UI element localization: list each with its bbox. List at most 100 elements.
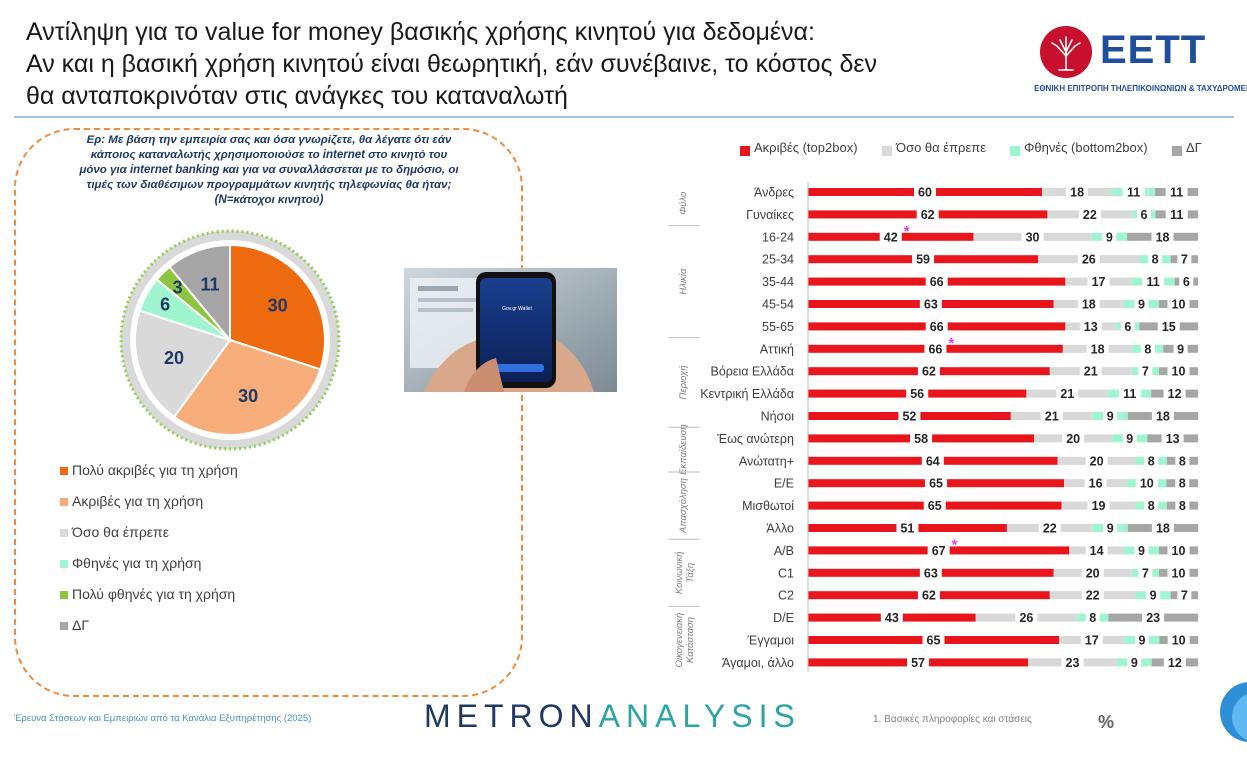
bar-row-label: C2 [778,589,794,603]
bar-value-label: 9 [1107,522,1114,536]
bar-value-label: 11 [1170,186,1183,200]
bar-row-d-e: D/E 43 26 8 23 [773,610,1198,625]
bar-row-άλλο: Άλλο 51 22 9 18 [766,521,1198,536]
bar-value-bg [914,185,936,199]
bar-value-label: 18 [1156,410,1170,424]
bar-row-αττική: Αττική 66 * 18 8 9 [760,335,1198,356]
bar-row-label: D/E [773,611,794,625]
bar-value-label: 26 [1082,253,1096,267]
bar-row-ε-ε: Ε/Ε 65 16 10 8 [774,476,1198,491]
bar-row-label: Ανώτατη+ [739,454,794,468]
bar-value-label: 9 [1150,589,1157,603]
bar-value-label: 56 [910,387,924,401]
bar-value-bg [1175,476,1190,491]
title-line-1: Αντίληψη για το value for money βασικής … [26,18,815,46]
pie-legend-label-4: Πολύ φθηνές για τη χρήση [72,586,236,602]
bar-value-label: 63 [924,298,938,312]
bar-value-label: 57 [911,656,925,670]
bar-row-label: Άνδρες [754,186,794,200]
bar-value-label: 42 [884,230,898,244]
bar-row-label: Νήσοι [761,410,795,424]
bar-row-label: 35-44 [762,275,794,289]
bar-value-bg [910,431,933,446]
bar-value-label: 14 [1090,544,1104,558]
bar-row-label: 16-24 [762,230,794,244]
bar-row-label: Αττική [760,342,794,356]
bar-value-bg [1120,319,1135,334]
bar-value-label: 7 [1181,253,1188,267]
bar-row-μισθωτοί: Μισθωτοί 65 19 8 8 [742,498,1198,513]
bar-row-55-65: 55-65 66 13 6 15 [762,319,1198,334]
slide-title: Αντίληψη για το value for money βασικής … [26,16,986,112]
eett-logo-text: ΕΕΤΤ [1100,28,1207,72]
bar-value-label: 62 [921,208,935,222]
bar-value-bg [1079,364,1102,379]
bar-value-bg [1165,207,1188,222]
bar-group-label-0: Φύλο [678,192,689,215]
bar-value-label: 59 [916,253,930,267]
bar-row-25-34: 25-34 59 26 8 7 [762,252,1198,267]
bar-row-label: Ε/Ε [774,477,794,491]
bar-value-label: 8 [1089,611,1096,625]
bar-value-bg [1103,409,1118,423]
bar-value-label: 18 [1070,186,1084,200]
bar-value-bg [1144,498,1159,513]
bar-value-label: 22 [1043,522,1057,536]
pie-legend-swatch-5 [60,622,68,630]
bar-row-κεντρική-ελλάδα: Κεντρική Ελλάδα 56 21 11 12 [700,386,1198,401]
bar-value-label: 67 [932,544,946,558]
bar-row-label: Γυναίκες [746,208,794,222]
bar-row-βόρεια-ελλάδα: Βόρεια Ελλάδα 62 21 7 10 [710,364,1198,379]
bar-value-bg [1135,476,1158,491]
percent-glyph: % [1098,712,1115,732]
pie-slice-5 [168,243,231,343]
bar-value-label: 10 [1172,566,1186,580]
bar-value-bg [925,319,948,334]
bar-row-label: Μισθωτοί [742,499,794,513]
bar-row-έγγαμοι: Έγγαμοι 65 17 9 10 [747,633,1198,648]
eett-emblem-icon [1040,26,1092,78]
bar-value-bg [1062,431,1085,446]
bar-legend-swatch-3 [1172,146,1182,156]
bar-value-label: 9 [1139,634,1146,648]
bar-value-bg [1138,565,1153,580]
bar-value-bg [1135,633,1150,647]
pie-slice-2 [134,309,232,419]
bar-value-bg [919,297,942,311]
bar-value-label: 9 [1131,656,1138,670]
bar-value-label: 6 [1183,275,1190,289]
bar-value-label: 52 [902,410,916,424]
bar-value-bg [1127,655,1142,670]
bar-value-label: 23 [1066,656,1080,670]
bar-group-label-6: ΟικογενειακήΚατάσταση [674,613,696,668]
bar-value-bg [917,588,940,603]
bar-group-label-word: Κατάσταση [685,617,696,663]
bar-value-label: 21 [1045,410,1059,424]
bar-value-bg [1163,655,1186,670]
bar-value-label: 17 [1085,634,1099,648]
bar-value-label: 64 [926,454,940,468]
bar-legend-label-2: Φθηνές (bottom2box) [1024,140,1148,155]
bar-value-label: 26 [1019,611,1033,625]
bar-value-bg [921,453,944,468]
bar-value-label: 65 [928,499,942,513]
metron-analysis-brand: METRONANALYSIS [424,698,801,735]
bar-chart-legend: Ακριβές (top2box) Όσο θα έπρεπε Φθηνές (bo… [732,140,1237,160]
bar-value-bg [1138,364,1153,379]
pie-chart-svg: 30 30 20 63 11 [119,229,341,451]
bar-group-label-word: Οικογενειακή [674,613,685,668]
pie-slice-label-0: 30 [268,295,288,315]
bar-value-bg [1148,252,1163,267]
bar-value-bg [1177,252,1192,267]
bar-value-bg [1080,633,1103,647]
bar-value-bg [1140,341,1155,356]
bar-value-bg [1122,185,1145,199]
bar-value-label: 60 [918,186,932,200]
bar-value-label: 7 [1181,589,1188,603]
bar-row-label: Άλλο [766,522,794,536]
footer-section: 1. Βασικές πληροφορίες και στάσεις [873,714,1032,725]
bar-value-bg [1167,364,1190,379]
bar-value-bg [1040,409,1063,423]
pie-legend-swatch-1 [60,498,68,506]
bar-value-label: 18 [1156,522,1170,536]
